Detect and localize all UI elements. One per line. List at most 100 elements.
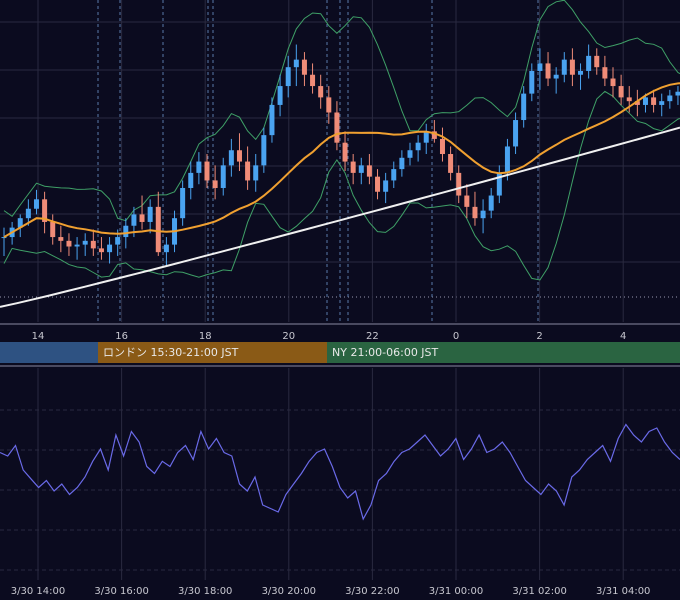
ma-long-line bbox=[0, 126, 680, 308]
candle-body bbox=[98, 248, 104, 253]
candle-body bbox=[277, 86, 283, 105]
price-x-axis: 14 16 18 20 22 0 2 4 bbox=[32, 331, 627, 342]
candle-body bbox=[537, 63, 543, 71]
price-x-tick-label: 16 bbox=[115, 331, 128, 342]
candle-body bbox=[33, 199, 39, 209]
candle-body bbox=[407, 150, 413, 158]
candle-body bbox=[496, 172, 502, 196]
candlesticks bbox=[1, 44, 680, 266]
candle-body bbox=[163, 244, 169, 253]
candle-body bbox=[334, 112, 340, 143]
price-x-tick-label: 18 bbox=[199, 331, 212, 342]
candle-body bbox=[594, 55, 600, 68]
candle-body bbox=[236, 150, 242, 162]
session-london-label: ロンドン 15:30-21:00 JST bbox=[103, 346, 239, 359]
candle-body bbox=[675, 91, 680, 96]
candle-body bbox=[212, 180, 218, 188]
bollinger-lower-line bbox=[3, 90, 680, 281]
price-x-tick-label: 20 bbox=[282, 331, 295, 342]
session-ny-bar: NY 21:00-06:00 JST bbox=[327, 342, 680, 363]
session-london-bar: ロンドン 15:30-21:00 JST bbox=[98, 342, 327, 363]
candle-body bbox=[366, 165, 372, 177]
candle-body bbox=[90, 240, 96, 249]
osc-x-tick-label: 3/31 02:00 bbox=[512, 586, 566, 597]
candle-body bbox=[529, 70, 535, 94]
candle-body bbox=[423, 131, 429, 143]
candle-body bbox=[107, 244, 113, 253]
candle-body bbox=[667, 95, 673, 102]
oscillator bbox=[0, 423, 680, 521]
candle-body bbox=[561, 59, 567, 75]
ma-mid-line bbox=[3, 82, 680, 238]
candle-body bbox=[269, 104, 275, 136]
oscillator-line bbox=[0, 423, 680, 521]
candle-body bbox=[488, 195, 494, 211]
candle-body bbox=[245, 161, 251, 181]
candle-body bbox=[456, 172, 462, 196]
candle-body bbox=[285, 67, 291, 87]
candle-body bbox=[74, 244, 80, 247]
session-ny-label: NY 21:00-06:00 JST bbox=[332, 346, 439, 359]
candle-body bbox=[82, 240, 88, 245]
osc-x-tick-label: 3/30 18:00 bbox=[178, 586, 232, 597]
candle-body bbox=[1, 237, 7, 239]
candle-body bbox=[659, 101, 665, 105]
osc-x-tick-label: 3/30 20:00 bbox=[262, 586, 316, 597]
candle-body bbox=[626, 97, 632, 102]
candle-body bbox=[318, 86, 324, 98]
candle-body bbox=[66, 240, 72, 247]
candle-body bbox=[521, 93, 527, 121]
osc-x-tick-label: 3/30 14:00 bbox=[11, 586, 65, 597]
candle-body bbox=[17, 218, 23, 228]
osc-x-tick-label: 3/31 00:00 bbox=[429, 586, 483, 597]
osc-x-tick-label: 3/31 04:00 bbox=[596, 586, 650, 597]
candle-body bbox=[586, 55, 592, 71]
candle-body bbox=[399, 157, 405, 170]
candle-body bbox=[180, 187, 186, 219]
candle-body bbox=[188, 172, 194, 188]
candle-body bbox=[602, 67, 608, 79]
candle-body bbox=[513, 120, 519, 147]
session-asia-bar bbox=[0, 342, 98, 363]
candle-body bbox=[131, 214, 137, 226]
candle-body bbox=[326, 97, 332, 113]
candle-body bbox=[253, 165, 259, 181]
candle-body bbox=[610, 78, 616, 87]
price-x-tick-label: 14 bbox=[32, 331, 45, 342]
candle-body bbox=[383, 180, 389, 192]
candle-body bbox=[578, 70, 584, 75]
price-x-tick-label: 2 bbox=[536, 331, 542, 342]
candle-body bbox=[545, 63, 551, 79]
candle-body bbox=[448, 154, 454, 173]
osc-x-tick-label: 3/30 16:00 bbox=[94, 586, 148, 597]
candle-body bbox=[25, 208, 31, 219]
moving-averages bbox=[0, 82, 680, 308]
candle-body bbox=[204, 161, 210, 181]
candle-body bbox=[464, 195, 470, 207]
candle-body bbox=[301, 59, 307, 75]
candle-body bbox=[196, 161, 202, 173]
candle-body bbox=[618, 86, 624, 98]
candle-body bbox=[139, 214, 145, 222]
candle-body bbox=[147, 206, 153, 222]
candle-body bbox=[391, 169, 397, 181]
candle-body bbox=[293, 59, 299, 68]
candle-body bbox=[375, 176, 381, 192]
candle-body bbox=[651, 97, 657, 105]
candle-body bbox=[634, 101, 640, 105]
candle-body bbox=[342, 142, 348, 162]
candle-body bbox=[504, 146, 510, 173]
candle-body bbox=[569, 59, 575, 75]
candle-body bbox=[642, 97, 648, 105]
bollinger-bands bbox=[3, 0, 680, 281]
candle-body bbox=[472, 206, 478, 219]
candle-body bbox=[439, 138, 445, 155]
candle-body bbox=[431, 131, 437, 139]
candle-body bbox=[310, 74, 316, 87]
price-x-tick-label: 22 bbox=[366, 331, 379, 342]
candle-body bbox=[42, 199, 48, 222]
candle-body bbox=[261, 135, 267, 166]
candle-body bbox=[553, 74, 559, 79]
